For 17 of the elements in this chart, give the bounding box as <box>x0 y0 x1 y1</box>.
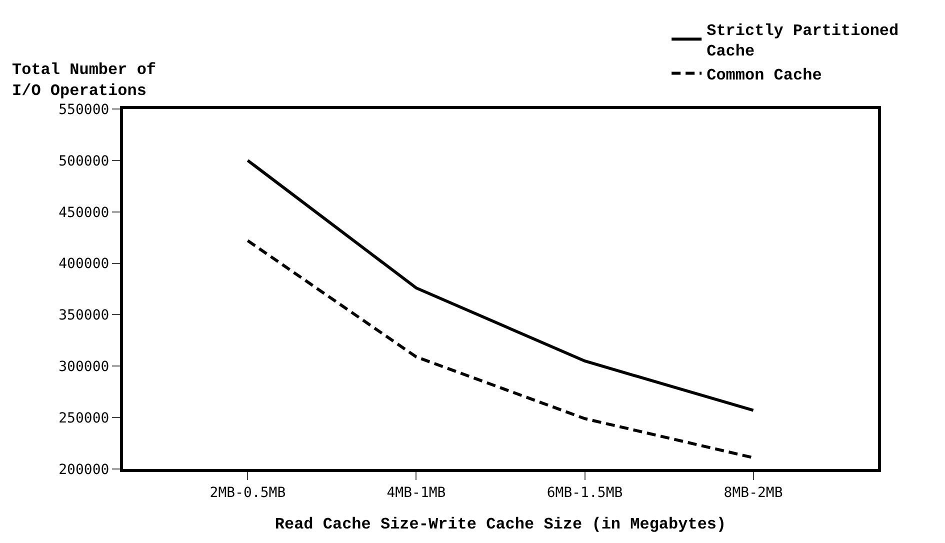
x-tick-label: 2MB-0.5MB <box>210 484 286 501</box>
x-tick-label: 6MB-1.5MB <box>546 484 623 501</box>
legend-label: Common Cache <box>706 66 822 85</box>
y-tick-label: 550000 <box>58 102 110 118</box>
y-tick-label: 200000 <box>58 462 110 478</box>
x-tick-label: 4MB-1MB <box>386 484 446 501</box>
y-tick-label: 350000 <box>58 308 110 324</box>
y-tick-label: 300000 <box>58 359 110 376</box>
x-tick-label: 8MB-2MB <box>724 484 783 501</box>
y-tick-label: 500000 <box>58 153 110 170</box>
line-series <box>246 158 755 412</box>
legend-label: Strictly Partitioned Cache <box>706 22 899 61</box>
y-tick-label: 400000 <box>58 256 110 272</box>
y-axis-title: Total Number of I/O Operations <box>12 61 156 100</box>
y-tick-label: 250000 <box>58 410 110 426</box>
y-tick-label: 450000 <box>58 204 110 221</box>
x-axis-title: Read Cache Size-Write Cache Size (in Megabytes) <box>274 516 726 534</box>
